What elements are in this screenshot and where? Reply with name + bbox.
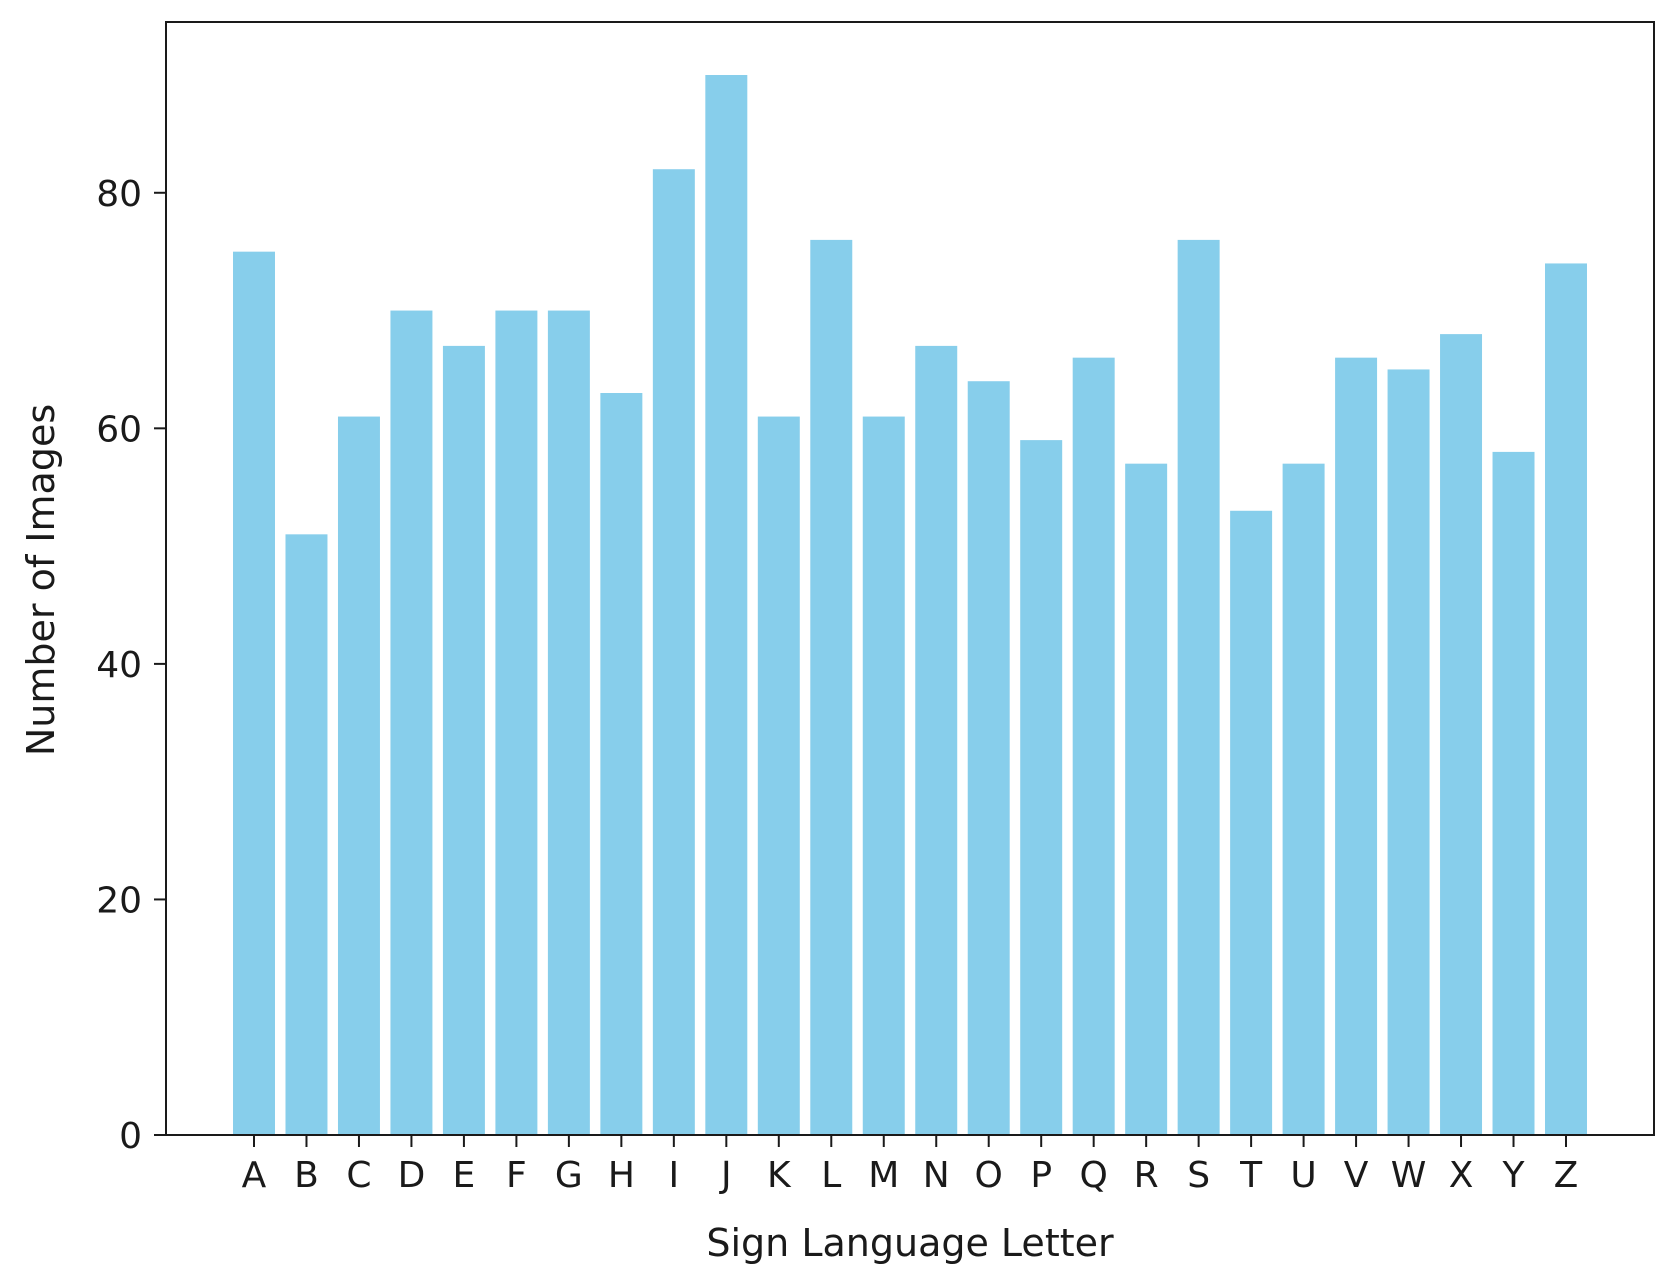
bar-L <box>810 239 853 1135</box>
x-tick-label: P <box>1030 1155 1052 1196</box>
x-tick-label: Z <box>1554 1155 1579 1196</box>
x-tick-label: Y <box>1502 1155 1526 1196</box>
bar-J <box>705 75 748 1135</box>
x-tick-label: X <box>1449 1155 1474 1196</box>
bar-D <box>390 310 433 1135</box>
bars-layer <box>233 75 1587 1136</box>
x-tick-label: J <box>719 1155 732 1196</box>
x-tick-label: L <box>821 1155 841 1196</box>
x-tick-label: N <box>923 1155 950 1196</box>
x-tick-label: K <box>767 1155 792 1196</box>
bar-A <box>233 251 275 1136</box>
bar-F <box>495 310 538 1135</box>
plot-area-frame <box>165 21 1655 1136</box>
x-tick-label: B <box>294 1155 319 1196</box>
y-tick-label: 40 <box>96 645 142 686</box>
x-tick-label: M <box>868 1155 899 1196</box>
x-tick-label: S <box>1187 1155 1210 1196</box>
x-tick-label: A <box>242 1155 267 1196</box>
y-axis-label: Number of Images <box>19 404 63 756</box>
bar-N <box>915 345 958 1135</box>
x-tick-label: H <box>608 1155 635 1196</box>
bar-M <box>862 416 905 1135</box>
x-tick-label: C <box>346 1155 371 1196</box>
x-axis-label: Sign Language Letter <box>706 1221 1114 1265</box>
bar-Q <box>1072 357 1115 1135</box>
bar-C <box>337 416 380 1135</box>
x-tick-label: F <box>506 1155 527 1196</box>
x-tick-label: E <box>453 1155 476 1196</box>
bar-I <box>652 169 695 1136</box>
bar-W <box>1387 369 1430 1135</box>
bar-K <box>757 416 800 1135</box>
bar-S <box>1177 239 1220 1135</box>
bar-T <box>1230 510 1273 1135</box>
x-tick-label: W <box>1391 1155 1427 1196</box>
y-tick-label: 60 <box>96 409 142 450</box>
bar-G <box>547 310 590 1135</box>
x-tick-label: D <box>398 1155 426 1196</box>
x-tick-label: G <box>555 1155 583 1196</box>
x-tick-label: I <box>669 1155 680 1196</box>
y-tick-label: 20 <box>96 880 142 921</box>
bar-E <box>442 345 485 1135</box>
bar-V <box>1335 357 1378 1135</box>
bar-U <box>1282 463 1325 1135</box>
x-tick-label: Q <box>1080 1155 1108 1196</box>
x-tick-label: V <box>1344 1155 1369 1196</box>
bar-B <box>285 534 328 1135</box>
y-tick-label: 0 <box>119 1116 142 1157</box>
bar-X <box>1440 334 1483 1135</box>
bar-Z <box>1545 263 1587 1135</box>
bar-Y <box>1492 451 1535 1135</box>
x-tick-label: T <box>1239 1155 1263 1196</box>
bar-H <box>600 393 643 1135</box>
y-tick-label: 80 <box>96 174 142 215</box>
x-tick-label: U <box>1290 1155 1316 1196</box>
bar-R <box>1125 463 1168 1135</box>
x-tick-label: O <box>975 1155 1003 1196</box>
x-tick-label: R <box>1134 1155 1159 1196</box>
bar-O <box>967 381 1010 1136</box>
bar-P <box>1020 440 1063 1135</box>
y-axis: 0 20 40 60 80 <box>96 174 166 1157</box>
